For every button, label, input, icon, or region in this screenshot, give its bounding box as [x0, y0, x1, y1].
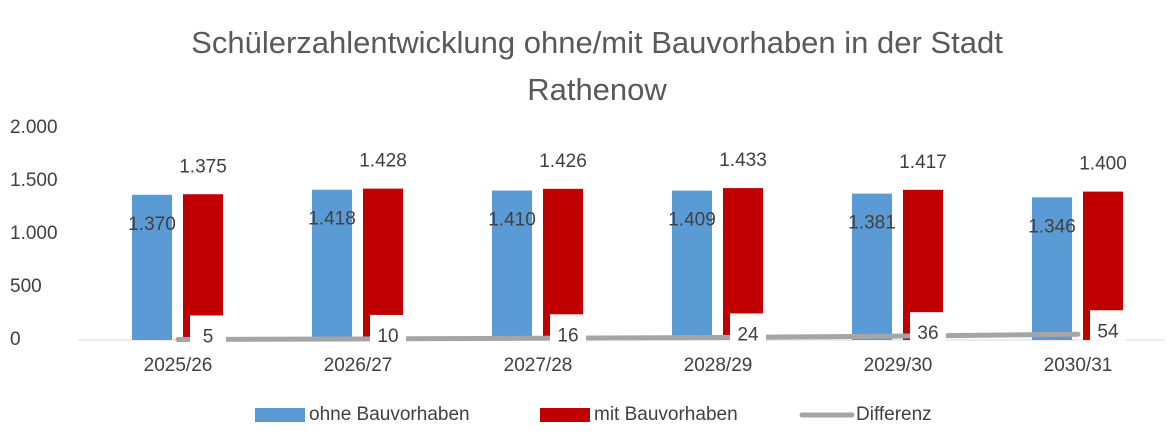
data-label: 54 — [1097, 321, 1119, 342]
data-label: 10 — [377, 326, 398, 347]
bar — [363, 188, 403, 340]
x-tick-label: 2027/28 — [504, 355, 573, 376]
y-tick-label: 500 — [10, 276, 42, 297]
data-label: 16 — [557, 325, 578, 346]
data-label: 1.417 — [899, 152, 947, 173]
legend-label: Differenz — [856, 404, 932, 425]
legend-label: ohne Bauvorhaben — [309, 404, 470, 425]
data-label: 1.433 — [719, 150, 767, 171]
data-label: 1.428 — [359, 151, 407, 172]
bar — [1032, 197, 1072, 340]
data-label: 1.400 — [1079, 154, 1127, 175]
bar — [492, 190, 532, 340]
y-tick-label: 0 — [10, 329, 21, 350]
y-tick-label: 1.500 — [10, 170, 58, 191]
label-box — [1090, 310, 1126, 341]
x-tick-label: 2026/27 — [324, 355, 393, 376]
legend-swatch — [255, 408, 305, 422]
x-tick-label: 2025/26 — [144, 355, 213, 376]
data-label: 1.375 — [179, 156, 227, 177]
x-tick-label: 2030/31 — [1044, 355, 1113, 376]
data-label: 5 — [203, 326, 214, 347]
label-box — [550, 314, 586, 345]
data-label: 24 — [737, 324, 759, 345]
y-tick-label: 2.000 — [10, 117, 58, 138]
bar — [672, 190, 712, 340]
data-label: 36 — [917, 323, 938, 344]
y-tick-label: 1.000 — [10, 223, 58, 244]
label-box — [370, 314, 406, 345]
data-label: 1.370 — [128, 214, 176, 235]
bar — [132, 194, 172, 340]
bar — [312, 189, 352, 340]
data-label: 1.346 — [1028, 216, 1076, 237]
data-label: 1.410 — [488, 210, 536, 231]
legend-label: mit Bauvorhaben — [594, 404, 738, 425]
label-box — [730, 313, 766, 344]
x-tick-label: 2028/29 — [684, 355, 753, 376]
label-box — [910, 312, 946, 343]
label-box — [190, 315, 226, 346]
data-label: 1.426 — [539, 151, 587, 172]
data-label: 1.409 — [668, 210, 716, 231]
chart-title: Schülerzahlentwicklung ohne/mit Bauvorha… — [191, 25, 1003, 60]
data-label: 1.418 — [308, 209, 356, 230]
chart-title: Rathenow — [527, 72, 667, 107]
legend-swatch — [540, 408, 590, 422]
data-label: 1.381 — [848, 213, 896, 234]
bar — [852, 193, 892, 340]
x-tick-label: 2029/30 — [864, 355, 933, 376]
